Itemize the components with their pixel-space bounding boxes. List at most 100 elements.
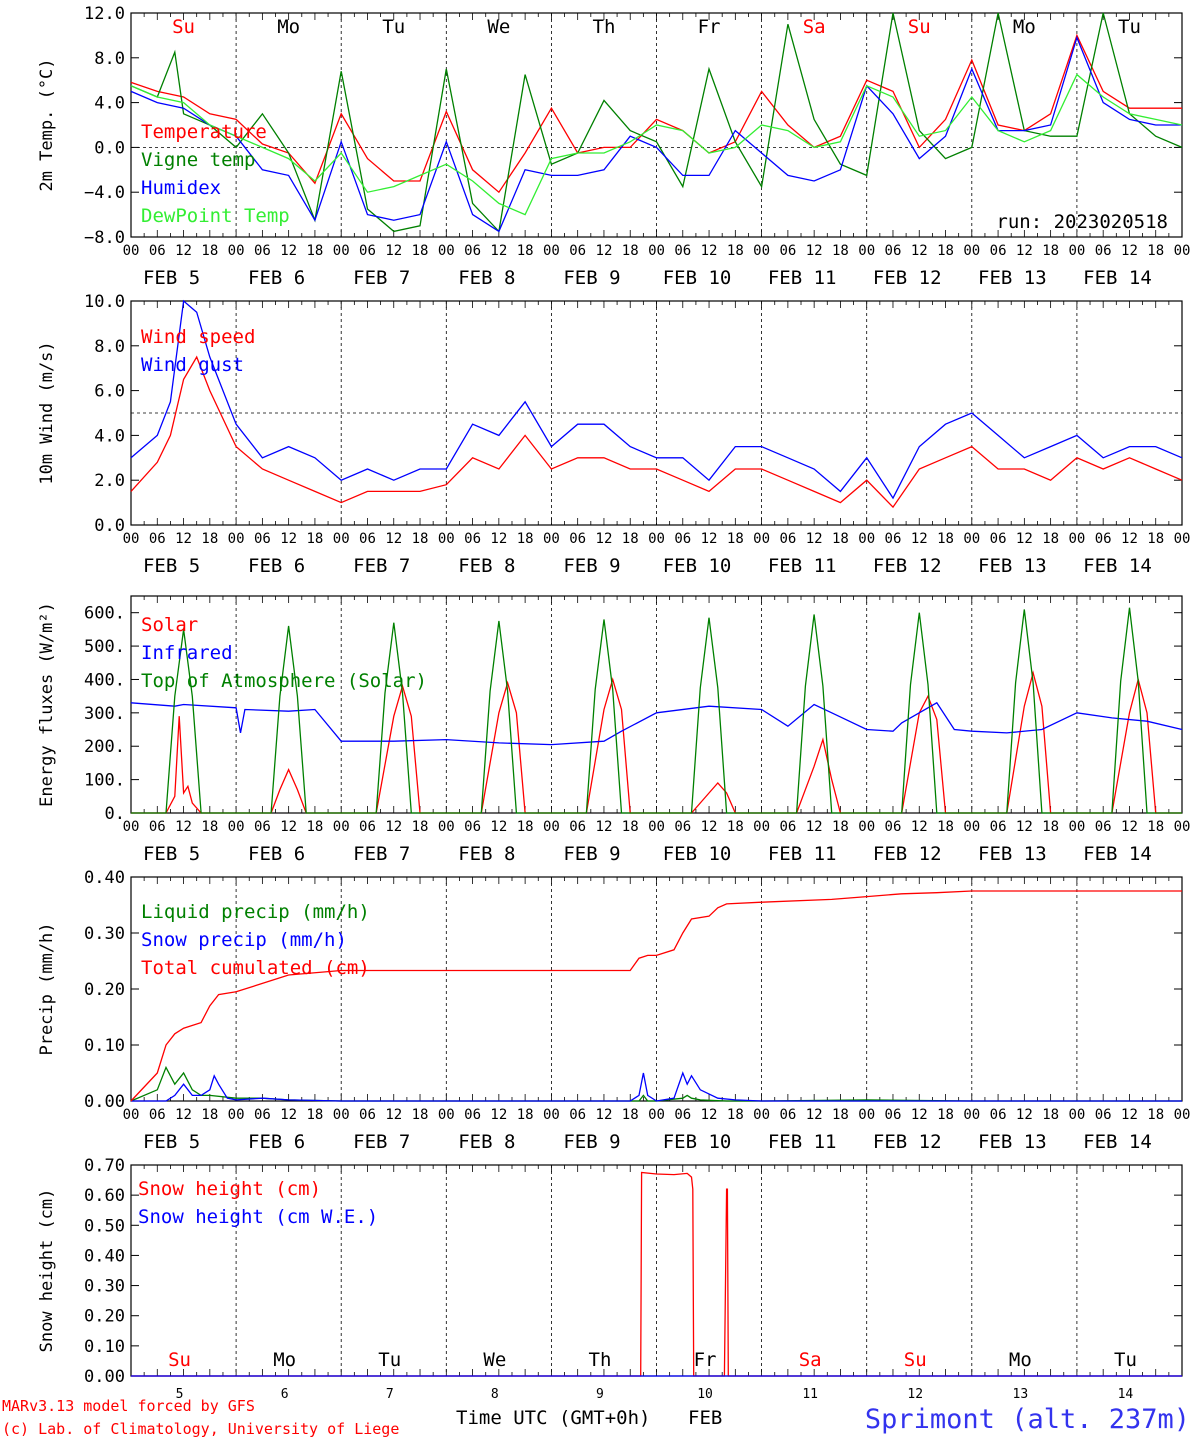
panel2-y-tick-label: 2.0: [94, 471, 125, 491]
panel4-hour-label: 06: [674, 1107, 691, 1123]
panel3-hour-label: 12: [1016, 819, 1033, 835]
panel4-date-label: FEB 11: [768, 1131, 837, 1153]
panel5-y-tick-label: 0.40: [84, 1246, 125, 1266]
panel1-y-tick-label: 12.0: [84, 4, 125, 24]
panel3-hour-label: 00: [228, 819, 245, 835]
panel2-date-label: FEB 7: [353, 555, 410, 577]
panel3-hour-label: 06: [464, 819, 481, 835]
panel1-day-name: Fr: [698, 16, 721, 38]
panel4-y-tick-label: 0.40: [84, 868, 125, 888]
panel5-y-tick-label: 0.50: [84, 1216, 125, 1236]
panel1-hour-label: 00: [753, 243, 770, 259]
panel4-date-label: FEB 8: [458, 1131, 515, 1153]
panel4-date-label: FEB 13: [978, 1131, 1047, 1153]
panel1-hour-label: 00: [123, 243, 140, 259]
panel3-hour-label: 06: [569, 819, 586, 835]
panel2-hour-label: 18: [832, 531, 849, 547]
panel4-hour-label: 18: [1147, 1107, 1164, 1123]
panel1-hour-label: 00: [648, 243, 665, 259]
panel2-date-label: FEB 14: [1083, 555, 1152, 577]
panel2-hour-label: 00: [123, 531, 140, 547]
panel1-run-annotation: run: 2023020518: [996, 211, 1168, 233]
panel1-legend-entry: Temperature: [141, 121, 267, 143]
panel4-hour-label: 12: [1016, 1107, 1033, 1123]
panel1-hour-label: 18: [1042, 243, 1059, 259]
panel3-hour-label: 00: [648, 819, 665, 835]
panel1-day-name: Sa: [803, 16, 826, 38]
panel1-hour-label: 06: [254, 243, 271, 259]
panel3-hour-label: 18: [412, 819, 429, 835]
panel3-hour-label: 00: [123, 819, 140, 835]
panel2-hour-label: 00: [228, 531, 245, 547]
panel2-hour-label: 00: [1068, 531, 1085, 547]
panel4-hour-label: 18: [727, 1107, 744, 1123]
panel3-hour-label: 12: [1121, 819, 1138, 835]
panel1-day-name: Tu: [382, 16, 405, 38]
panel1-day-name: Su: [172, 16, 195, 38]
panel4-legend-entry: Liquid precip (mm/h): [141, 901, 370, 923]
panel3-y-tick-label: 200.: [84, 737, 125, 757]
panel4-hour-label: 00: [1174, 1107, 1191, 1123]
panel1-date-label: FEB 6: [248, 267, 305, 289]
panel3-hour-label: 06: [990, 819, 1007, 835]
panel3-hour-label: 12: [385, 819, 402, 835]
panel4-hour-label: 00: [228, 1107, 245, 1123]
panel3-hour-label: 18: [727, 819, 744, 835]
panel4-hour-label: 12: [280, 1107, 297, 1123]
panel5-day-name: Su: [168, 1349, 191, 1371]
panel5-y-tick-label: 0.00: [84, 1367, 125, 1387]
panel5-y-tick-label: 0.60: [84, 1186, 125, 1206]
panel2-hour-label: 12: [701, 531, 718, 547]
panel4-date-label: FEB 6: [248, 1131, 305, 1153]
panel3-hour-label: 12: [280, 819, 297, 835]
panel1-hour-label: 00: [1174, 243, 1191, 259]
panel1-hour-label: 06: [149, 243, 166, 259]
panel5-day-number: 10: [697, 1387, 713, 1402]
panel1-series-line-2: [130, 12, 1183, 233]
panel1-y-tick-label: 0.0: [94, 138, 125, 158]
panel5-day-name: Fr: [694, 1349, 717, 1371]
panel1-hour-label: 12: [490, 243, 507, 259]
panel1-series-line-4: [130, 73, 1183, 216]
panel1-date-label: FEB 9: [563, 267, 620, 289]
panel2-legend-entry: Wind gust: [141, 354, 244, 376]
panel2-y-tick-label: 0.0: [94, 516, 125, 536]
panel3-date-label: FEB 6: [248, 843, 305, 865]
panel2-hour-label: 18: [1042, 531, 1059, 547]
panel1-hour-label: 06: [569, 243, 586, 259]
panel2-hour-label: 06: [254, 531, 271, 547]
panel3-hour-label: 18: [622, 819, 639, 835]
panel3-y-tick-label: 400.: [84, 670, 125, 690]
panel4-hour-label: 06: [149, 1107, 166, 1123]
model-credit-line-2: (c) Lab. of Climatology, University of L…: [2, 1420, 399, 1438]
panel1-hour-label: 12: [280, 243, 297, 259]
panel3-hour-label: 06: [674, 819, 691, 835]
panel2-date-label: FEB 13: [978, 555, 1047, 577]
panel4-y-tick-label: 0.20: [84, 980, 125, 1000]
panel5-day-name: Tu: [378, 1349, 401, 1371]
panel4-hour-label: 00: [753, 1107, 770, 1123]
panel3-date-label: FEB 13: [978, 843, 1047, 865]
panel4-legend-entry: Total cumulated (cm): [141, 957, 370, 979]
panel3-legend-entry: Top of Atmosphere (Solar): [141, 670, 427, 692]
panel3-legend-entry: Infrared: [141, 642, 233, 664]
panel2-series-line-2: [130, 299, 1183, 500]
panel1-legend-entry: Vigne temp: [141, 149, 255, 171]
panel2-hour-label: 12: [806, 531, 823, 547]
panel4-hour-label: 18: [937, 1107, 954, 1123]
panel5-day-number: 13: [1013, 1387, 1029, 1402]
panel3-date-label: FEB 10: [663, 843, 732, 865]
panel4-hour-label: 00: [648, 1107, 665, 1123]
panel1-hour-label: 18: [1147, 243, 1164, 259]
panel4-y-tick-label: 0.00: [84, 1092, 125, 1112]
panel1-hour-label: 18: [306, 243, 323, 259]
panel4-y-axis-title: Precip (mm/h): [37, 922, 57, 1055]
panel3-legend-entry: Solar: [141, 614, 198, 636]
panel3-hour-label: 12: [911, 819, 928, 835]
panel3-hour-label: 00: [963, 819, 980, 835]
panel3-date-label: FEB 7: [353, 843, 410, 865]
panel2-hour-label: 12: [596, 531, 613, 547]
panel2-hour-label: 18: [306, 531, 323, 547]
panel3-y-tick-label: 100.: [84, 771, 125, 791]
panel1-day-name: Mo: [277, 16, 300, 38]
